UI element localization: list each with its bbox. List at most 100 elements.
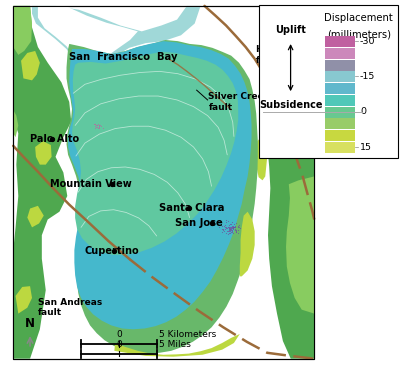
Point (228, 226, 235, 232)
Point (232, 229, 239, 235)
Text: -15: -15 (360, 72, 375, 81)
Point (95, 122, 102, 128)
Point (221, 226, 228, 232)
Text: San Jose: San Jose (175, 218, 223, 229)
Point (222, 225, 229, 231)
Point (222, 221, 228, 228)
Point (233, 227, 239, 233)
Point (223, 217, 229, 223)
Polygon shape (266, 6, 314, 359)
Polygon shape (270, 6, 314, 118)
Text: Cupertino: Cupertino (85, 246, 139, 256)
Point (233, 229, 239, 236)
Point (93, 122, 99, 129)
Point (228, 225, 234, 231)
Point (227, 227, 233, 234)
Point (226, 228, 232, 234)
Bar (326, 48, 355, 59)
Point (232, 226, 238, 232)
Point (235, 229, 241, 236)
Point (232, 224, 238, 230)
Point (229, 227, 236, 234)
Point (229, 223, 236, 230)
Point (96, 123, 102, 129)
Point (224, 227, 231, 234)
Point (229, 225, 236, 231)
Point (218, 223, 225, 229)
Point (92, 121, 98, 127)
Point (229, 224, 236, 230)
Text: Santa Clara: Santa Clara (160, 203, 225, 213)
Point (227, 225, 233, 232)
Point (226, 227, 232, 233)
Point (92, 122, 98, 128)
Point (228, 227, 234, 233)
Point (219, 229, 225, 235)
Point (95, 122, 102, 128)
Text: Uplift: Uplift (275, 25, 306, 35)
Polygon shape (72, 52, 238, 255)
Polygon shape (21, 51, 40, 80)
Point (234, 223, 241, 229)
Point (232, 227, 238, 234)
Point (233, 228, 239, 234)
Point (227, 226, 234, 232)
Bar (13, 6, 314, 359)
Point (222, 219, 229, 225)
Point (94, 121, 101, 127)
Bar (326, 71, 355, 82)
Point (229, 230, 236, 236)
Point (228, 224, 235, 230)
Text: Displacement: Displacement (324, 13, 393, 24)
Point (227, 229, 233, 236)
Text: 5 Kilometers: 5 Kilometers (160, 330, 217, 339)
Polygon shape (13, 6, 71, 359)
Point (91, 121, 98, 127)
Point (225, 225, 232, 232)
Point (229, 225, 236, 231)
Point (221, 227, 228, 234)
Point (231, 220, 238, 227)
Point (225, 228, 231, 234)
Text: Silver Creek
fault: Silver Creek fault (209, 92, 270, 112)
Point (227, 224, 234, 230)
Polygon shape (35, 141, 52, 165)
Point (225, 218, 231, 224)
Point (98, 122, 104, 129)
Text: San  Francisco  Bay: San Francisco Bay (69, 52, 178, 62)
Polygon shape (32, 6, 200, 78)
Polygon shape (286, 176, 314, 314)
Point (235, 227, 242, 233)
Polygon shape (38, 6, 138, 71)
Point (94, 122, 101, 128)
Point (231, 223, 238, 229)
Text: San Andreas
fault: San Andreas fault (38, 298, 102, 318)
Point (93, 122, 100, 128)
Point (226, 222, 232, 228)
Point (100, 125, 106, 131)
Text: 0: 0 (117, 340, 122, 349)
Polygon shape (27, 206, 44, 227)
Text: -30: -30 (360, 37, 375, 45)
Bar (326, 142, 355, 153)
Point (96, 124, 103, 131)
Point (226, 225, 232, 231)
Point (229, 225, 236, 231)
Point (228, 229, 235, 235)
Point (235, 222, 242, 229)
Point (226, 224, 232, 230)
Point (231, 224, 238, 230)
Point (216, 224, 222, 230)
Bar (258, 5, 398, 158)
Point (225, 231, 231, 237)
Text: Mountain View: Mountain View (49, 179, 131, 189)
Point (225, 224, 231, 230)
Text: N: N (25, 317, 35, 330)
Text: (millimeters): (millimeters) (327, 29, 391, 39)
Bar (326, 95, 355, 106)
Text: 15: 15 (360, 143, 372, 151)
Point (229, 223, 235, 229)
Point (229, 222, 236, 229)
Point (224, 225, 230, 231)
Point (226, 225, 233, 231)
